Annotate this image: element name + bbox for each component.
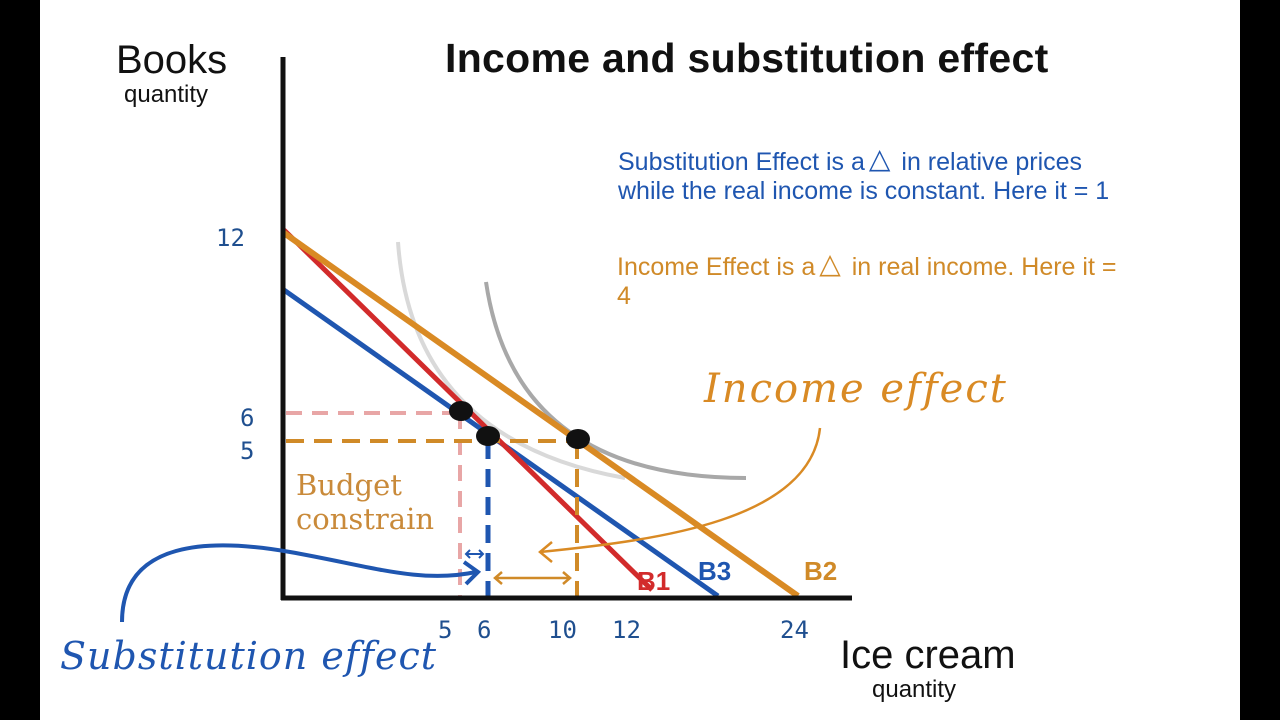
y-axis-label: Books	[116, 38, 228, 82]
substitution-effect-label: Substitution effect	[60, 634, 438, 678]
delta-icon: △	[868, 143, 891, 174]
substitution-effect-pointer-head	[462, 560, 482, 586]
x-tick-24: 24	[780, 616, 809, 644]
page-title: Income and substitution effect	[445, 35, 1049, 81]
y-tick-6: 6	[240, 404, 255, 432]
budget-constraint-label: Budget constrain	[296, 468, 435, 536]
indifference-curve-low	[396, 241, 626, 480]
x-tick-12: 12	[612, 616, 641, 644]
y-axis-sublabel: quantity	[124, 81, 209, 108]
x-tick-10: 10	[548, 616, 577, 644]
income-effect-pointer-head	[538, 541, 553, 563]
income-effect-note: Income Effect is a △ in real income. Here…	[617, 248, 1137, 311]
equilibrium-point-substitution	[476, 426, 500, 446]
diagram-svg	[120, 57, 852, 623]
substitution-effect-pointer	[120, 543, 477, 623]
y-tick-12: 12	[216, 224, 245, 252]
income-arrow	[493, 571, 572, 585]
equilibrium-point-income	[566, 429, 590, 449]
x-axis-sublabel: quantity	[872, 676, 957, 703]
income-note-part2: in real income. Here it = 4	[617, 253, 1117, 310]
x-tick-6: 6	[477, 616, 492, 644]
delta-icon: △	[819, 248, 841, 279]
budget-line-b2-label: B2	[804, 556, 838, 586]
diagram-canvas: Income and substitution effect Books qua…	[40, 0, 1240, 720]
budget-line-b1-label: B1	[637, 566, 671, 596]
budget-line-b3-label: B3	[698, 556, 732, 586]
substitution-note-part2: in relative prices while the real income…	[618, 148, 1110, 205]
income-effect-pointer	[539, 427, 822, 554]
substitution-arrow	[464, 549, 485, 559]
x-tick-5: 5	[438, 616, 453, 644]
income-note-part1: Income Effect is a	[617, 253, 816, 281]
substitution-note-part1: Substitution Effect is a	[618, 148, 865, 176]
x-axis-label: Ice cream	[840, 633, 1016, 677]
y-tick-5: 5	[240, 437, 255, 465]
budget-line-b2	[282, 230, 800, 599]
equilibrium-point-initial	[449, 401, 473, 421]
substitution-effect-note: Substitution Effect is a △ in relative pr…	[618, 143, 1138, 206]
income-effect-label: Income effect	[704, 366, 1008, 412]
